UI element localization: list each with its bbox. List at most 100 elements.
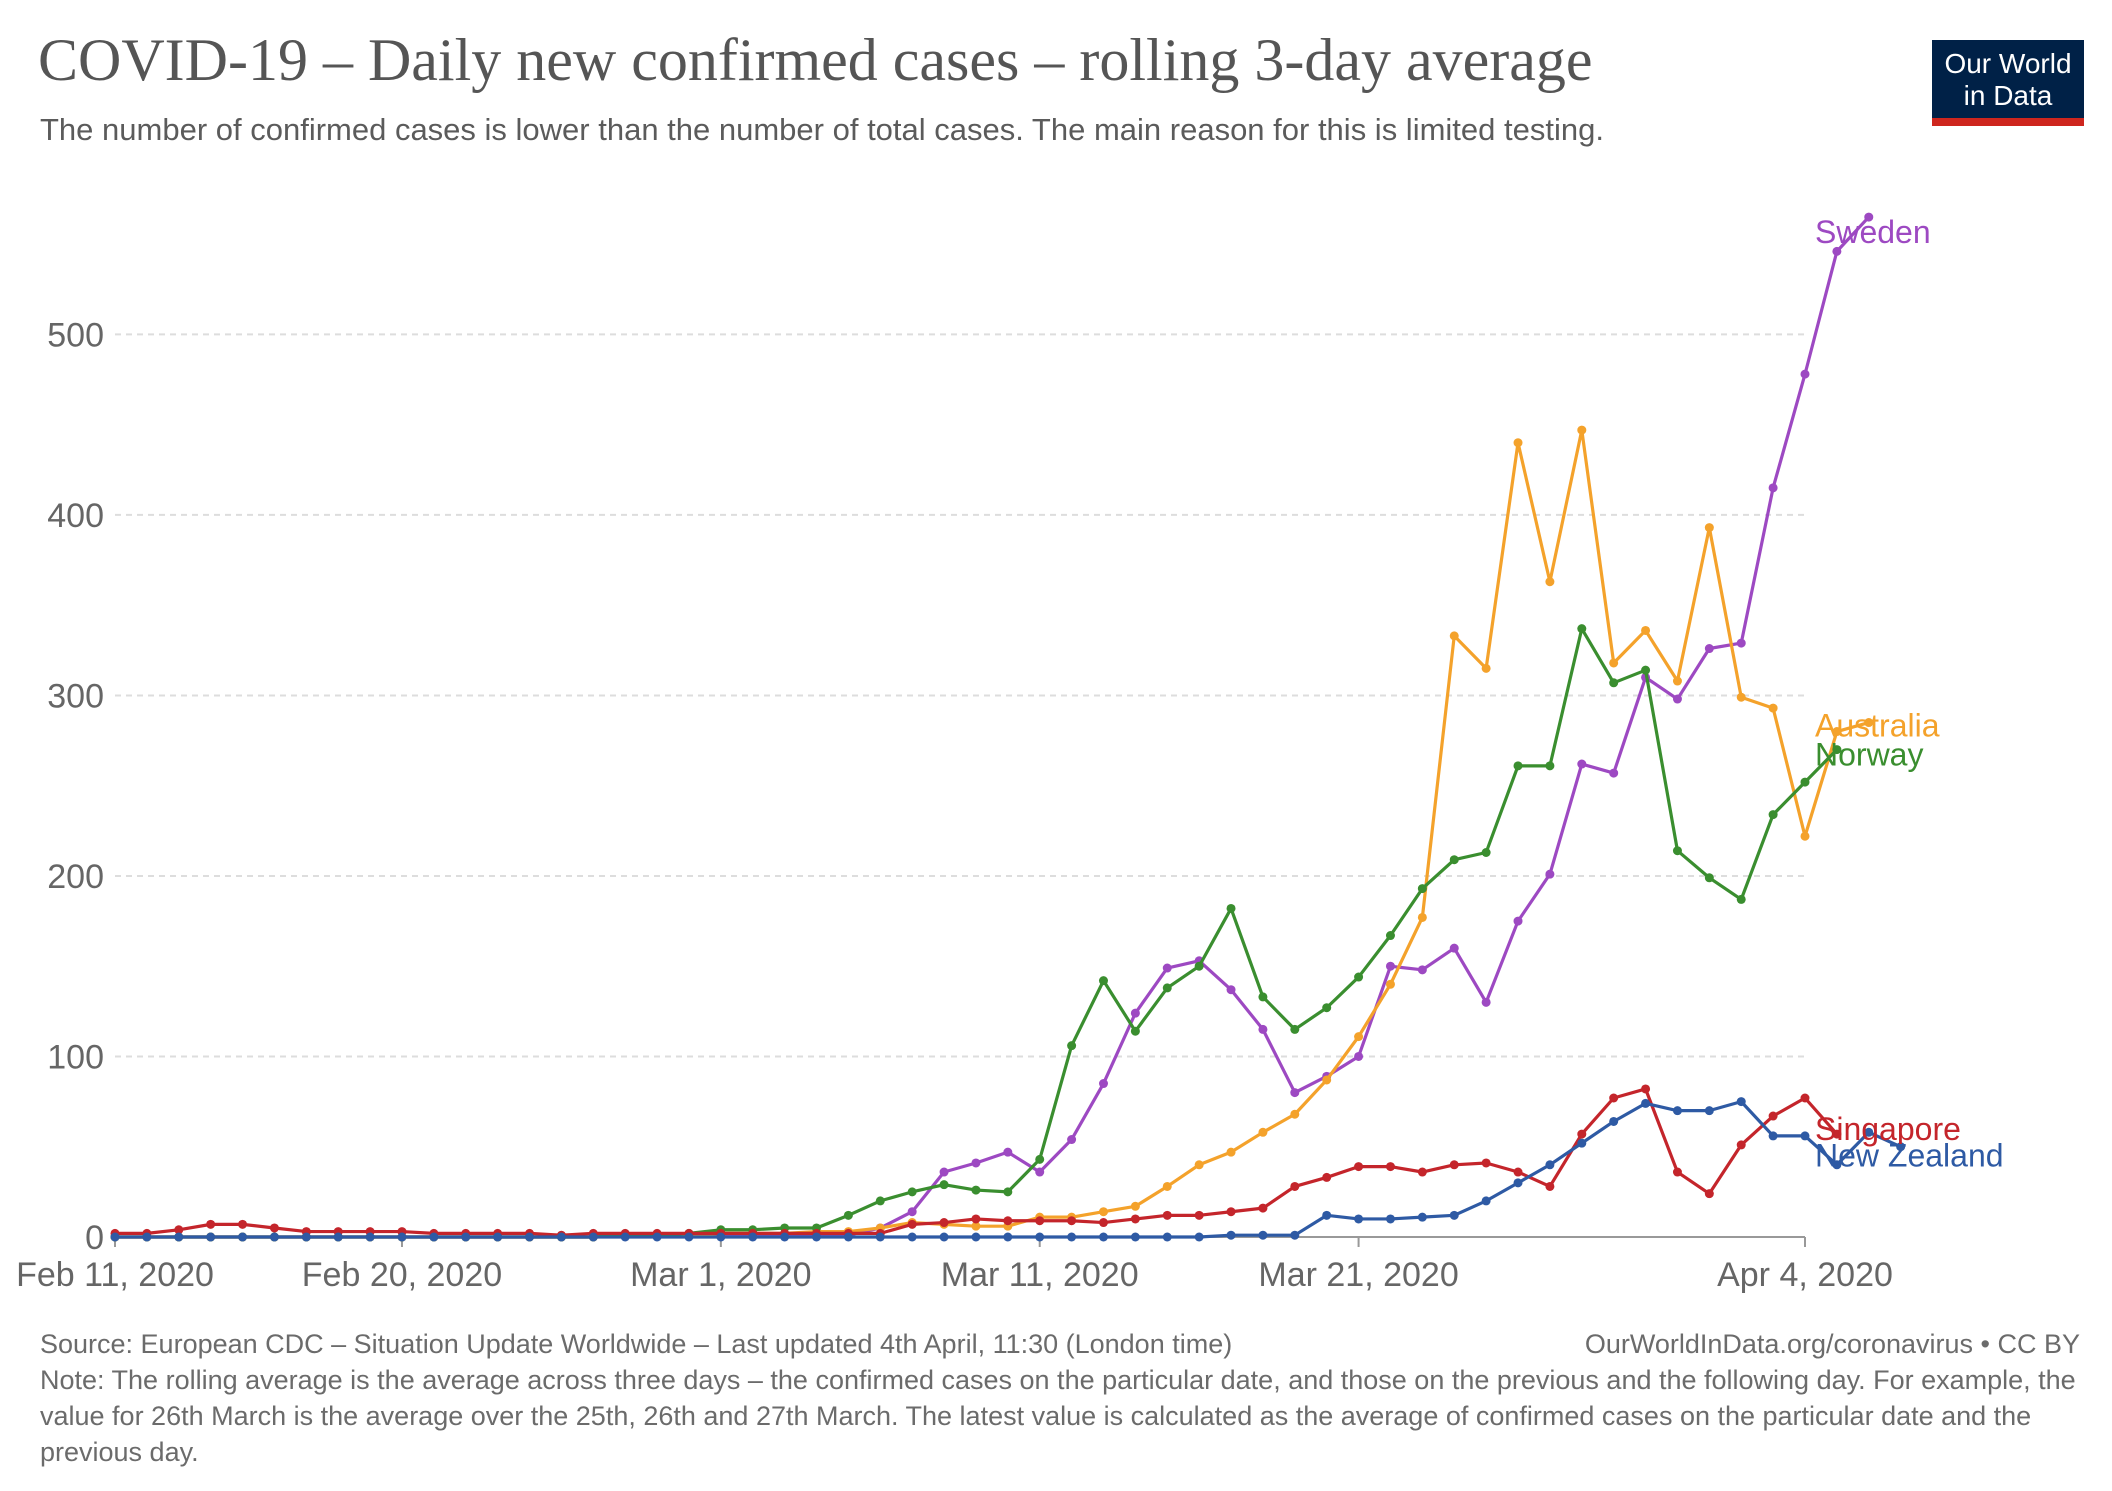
data-point: [1258, 1127, 1268, 1137]
data-point: [1417, 1167, 1427, 1177]
data-point: [1098, 976, 1108, 986]
data-point: [1449, 943, 1459, 953]
data-point: [939, 1218, 949, 1228]
data-point: [1130, 1201, 1140, 1211]
series-lines: [110, 212, 1906, 1242]
data-point: [1768, 703, 1778, 713]
data-point: [269, 1223, 279, 1233]
data-point: [1003, 1232, 1013, 1242]
data-point: [1130, 1026, 1140, 1036]
data-point: [652, 1232, 662, 1242]
data-point: [1513, 916, 1523, 926]
data-point: [1577, 1138, 1587, 1148]
series-label: Singapore: [1815, 1111, 1961, 1147]
data-point: [1162, 963, 1172, 973]
data-point: [1736, 692, 1746, 702]
data-point: [1609, 1116, 1619, 1126]
data-point: [1641, 1098, 1651, 1108]
data-point: [1736, 1097, 1746, 1107]
data-point: [1322, 1003, 1332, 1013]
data-point: [269, 1232, 279, 1242]
data-point: [1513, 438, 1523, 448]
data-point: [1258, 1203, 1268, 1213]
data-point: [1832, 727, 1842, 737]
data-point: [1067, 1041, 1077, 1051]
data-point: [1003, 1187, 1013, 1197]
data-point: [1098, 1079, 1108, 1089]
note-text: Note: The rolling average is the average…: [40, 1365, 2076, 1467]
data-point: [1800, 1131, 1810, 1141]
data-point: [1449, 1160, 1459, 1170]
data-point: [1449, 631, 1459, 641]
data-point: [1832, 745, 1842, 755]
chart-footer: Source: European CDC – Situation Update …: [40, 1326, 2080, 1470]
data-point: [1417, 912, 1427, 922]
data-point: [1322, 1172, 1332, 1182]
data-point: [780, 1232, 790, 1242]
data-point: [1832, 1129, 1842, 1139]
data-point: [1832, 246, 1842, 256]
data-point: [1417, 884, 1427, 894]
data-point: [971, 1158, 981, 1168]
data-point: [1513, 1178, 1523, 1188]
data-point: [174, 1225, 184, 1235]
data-point: [1162, 1181, 1172, 1191]
data-point: [1672, 1167, 1682, 1177]
data-point: [1226, 1207, 1236, 1217]
chart-title: COVID-19 – Daily new confirmed cases – r…: [38, 27, 1593, 93]
y-tick-label: 300: [47, 677, 104, 715]
data-point: [365, 1232, 375, 1242]
logo-line-1: Our World: [1944, 48, 2072, 79]
data-point: [1513, 761, 1523, 771]
data-point: [716, 1232, 726, 1242]
data-point: [206, 1219, 216, 1229]
data-point: [1736, 1140, 1746, 1150]
data-point: [907, 1207, 917, 1217]
data-point: [525, 1232, 535, 1242]
data-point: [1003, 1216, 1013, 1226]
series-line: [115, 215, 1870, 1239]
data-point: [238, 1232, 248, 1242]
data-point: [1481, 997, 1491, 1007]
data-point: [1130, 1008, 1140, 1018]
data-point: [1067, 1135, 1077, 1145]
data-point: [1736, 894, 1746, 904]
data-point: [1354, 1032, 1364, 1042]
data-point: [1672, 1106, 1682, 1116]
credit-link[interactable]: OurWorldInData.org/coronavirus • CC BY: [1584, 1329, 2080, 1359]
data-point: [907, 1232, 917, 1242]
data-point: [1832, 1160, 1842, 1170]
data-point: [1577, 1129, 1587, 1139]
data-point: [174, 1232, 184, 1242]
data-point: [748, 1232, 758, 1242]
data-point: [1545, 1181, 1555, 1191]
x-tick-label: Feb 20, 2020: [302, 1256, 502, 1294]
data-point: [1481, 663, 1491, 673]
y-tick-label: 0: [85, 1219, 104, 1257]
series-australia: [110, 425, 1874, 1242]
data-point: [110, 1232, 120, 1242]
series-label: Sweden: [1815, 214, 1931, 250]
data-point: [238, 1219, 248, 1229]
data-point: [620, 1232, 630, 1242]
data-point: [1609, 658, 1619, 668]
data-point: [907, 1219, 917, 1229]
data-point: [1609, 768, 1619, 778]
data-point: [588, 1232, 598, 1242]
data-point: [1226, 903, 1236, 913]
data-point: [333, 1232, 343, 1242]
data-point: [812, 1232, 822, 1242]
data-point: [1736, 638, 1746, 648]
data-point: [1641, 625, 1651, 635]
data-point: [461, 1232, 471, 1242]
owid-logo[interactable]: Our World in Data: [1932, 40, 2084, 126]
data-point: [1545, 577, 1555, 587]
series-label: Australia: [1815, 708, 1940, 744]
logo-accent-bar: [1932, 118, 2084, 126]
data-point: [875, 1232, 885, 1242]
y-axis-ticks: 0 100 200 300 400 500: [47, 316, 104, 1257]
x-tick-label: Mar 1, 2020: [630, 1256, 811, 1294]
data-point: [1800, 1093, 1810, 1103]
data-point: [1162, 1210, 1172, 1220]
